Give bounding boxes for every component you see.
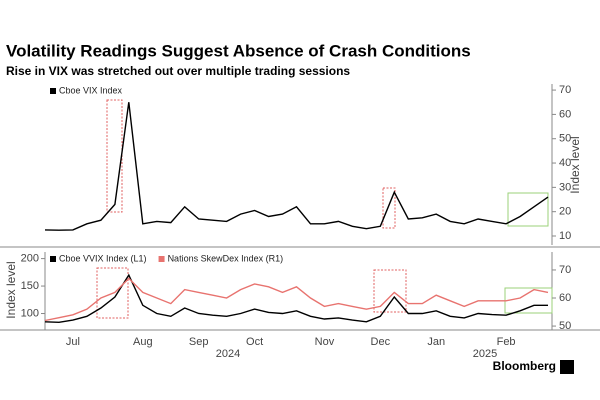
y-tick-label: 10 (559, 230, 571, 242)
y2-tick-label: 50 (559, 320, 571, 332)
highlight-box (507, 192, 549, 227)
series-line (44, 277, 549, 322)
legend-swatch (50, 256, 56, 262)
legend-swatch (158, 256, 165, 262)
chart-subtitle: Rise in VIX was stretched out over multi… (6, 64, 350, 78)
y-axis-label: Index level (4, 261, 18, 318)
x-tick-label: Jul (66, 336, 80, 348)
y-axis-label: Index level (568, 136, 582, 193)
y-tick-label: 50 (559, 133, 571, 145)
chart-title: Volatility Readings Suggest Absence of C… (6, 41, 471, 60)
logo-mark (560, 360, 574, 374)
x-tick-label: Nov (315, 336, 335, 348)
legend-label: Nations SkewDex Index (R1) (168, 253, 284, 263)
y-tick-label: 70 (559, 84, 571, 96)
source: Bloomberg (493, 359, 556, 373)
x-tick-label: Dec (371, 336, 391, 348)
y-tick-label: 100 (21, 307, 39, 319)
x-tick-label: Aug (133, 336, 153, 348)
year-label: 2024 (216, 348, 240, 360)
y-tick-label: 150 (21, 280, 39, 292)
highlight-box (96, 267, 129, 319)
x-tick-label: Sep (189, 336, 209, 348)
highlight-box (382, 187, 396, 229)
highlight-box (373, 269, 407, 313)
legend-label: Cboe VVIX Index (L1) (59, 253, 147, 263)
y-tick-label: 200 (21, 252, 39, 264)
y-tick-label: 20 (559, 206, 571, 218)
year-label: 2025 (473, 348, 497, 360)
legend-swatch (50, 88, 56, 94)
series-line (44, 102, 549, 231)
legend-label: Cboe VIX Index (59, 85, 123, 95)
y2-tick-label: 60 (559, 292, 571, 304)
x-tick-label: Jan (427, 336, 445, 348)
x-tick-label: Feb (497, 336, 516, 348)
y2-tick-label: 70 (559, 264, 571, 276)
y-tick-label: 60 (559, 108, 571, 120)
highlight-box (106, 99, 123, 213)
series-line (44, 273, 548, 324)
x-tick-label: Oct (246, 336, 263, 348)
y-tick-label: 30 (559, 181, 571, 193)
y-tick-label: 40 (559, 157, 571, 169)
